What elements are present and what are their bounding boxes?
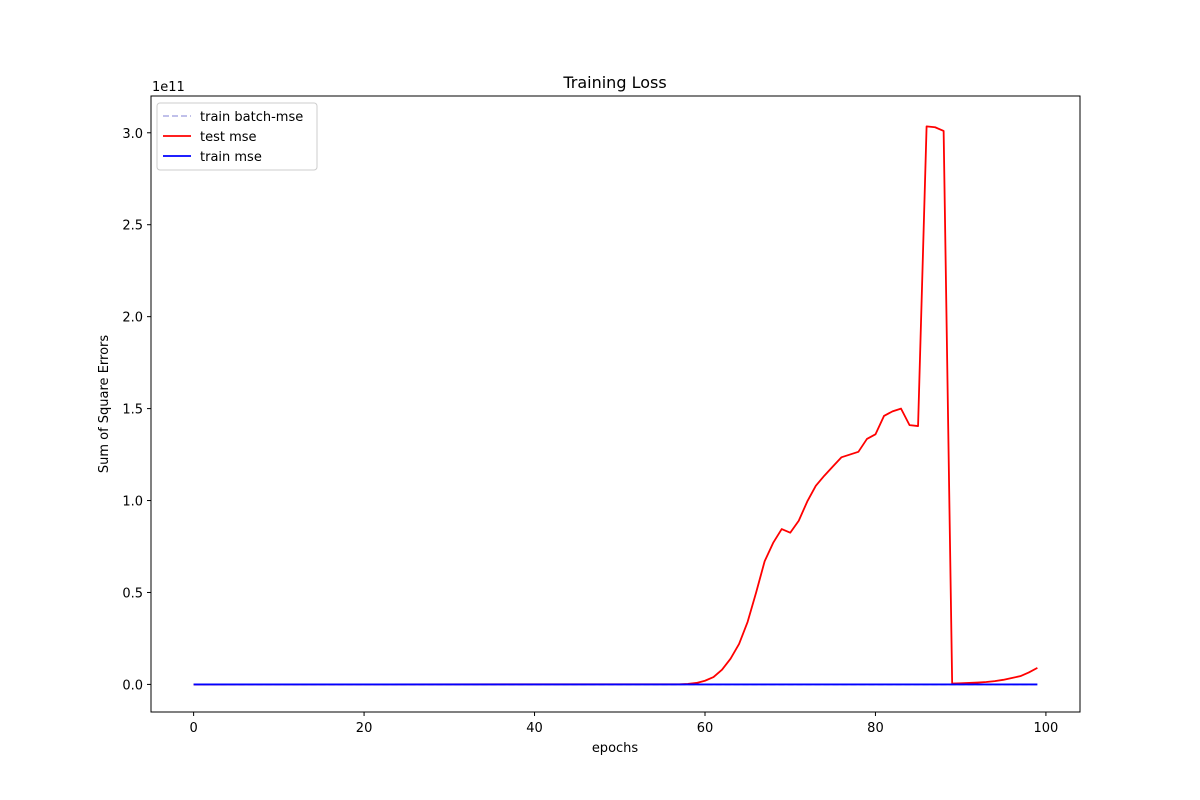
y-offset-text: 1e11: [152, 80, 185, 95]
legend-box: [156, 102, 318, 171]
x-tick-label: 40: [526, 721, 543, 736]
y-tick-label: 2.5: [122, 219, 143, 234]
y-tick-label: 0.0: [122, 678, 143, 693]
chart-title: Training Loss: [562, 73, 666, 92]
y-tick-label: 3.0: [122, 127, 143, 142]
legend-label: train batch-mse: [200, 110, 303, 125]
x-tick-label: 80: [867, 721, 884, 736]
x-axis: 0 20 40 60 80 100: [189, 712, 1058, 736]
x-axis-label: epochs: [592, 741, 639, 756]
legend: train batch-mse test mse train mse: [156, 102, 318, 171]
x-tick-label: 20: [356, 721, 373, 736]
series-line-test-mse: [193, 125, 1038, 686]
y-axis: 0.0 0.5 1.0 1.5 2.0 2.5 3.0: [122, 127, 151, 693]
plot-frame: [150, 95, 1081, 713]
y-tick-label: 1.5: [122, 403, 143, 418]
plot-area: [150, 95, 1081, 713]
legend-label: train mse: [200, 150, 262, 165]
y-axis-label: Sum of Square Errors: [97, 335, 112, 474]
x-tick-label: 100: [1033, 721, 1058, 736]
x-tick-label: 0: [189, 721, 197, 736]
series-layer: [193, 125, 1038, 686]
legend-label: test mse: [200, 130, 257, 145]
y-tick-label: 1.0: [122, 495, 143, 510]
x-tick-label: 60: [697, 721, 714, 736]
y-tick-label: 0.5: [122, 586, 143, 601]
y-tick-label: 2.0: [122, 311, 143, 326]
